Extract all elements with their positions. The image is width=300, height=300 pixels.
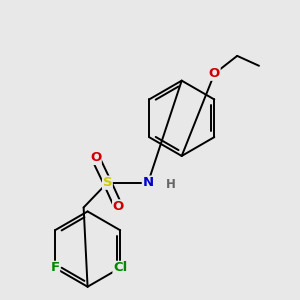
Text: O: O xyxy=(90,152,101,164)
Text: F: F xyxy=(50,261,59,274)
Text: N: N xyxy=(142,176,154,189)
Text: O: O xyxy=(113,200,124,213)
Text: O: O xyxy=(209,67,220,80)
Text: S: S xyxy=(103,176,112,189)
Text: H: H xyxy=(166,178,176,191)
Text: Cl: Cl xyxy=(113,261,127,274)
